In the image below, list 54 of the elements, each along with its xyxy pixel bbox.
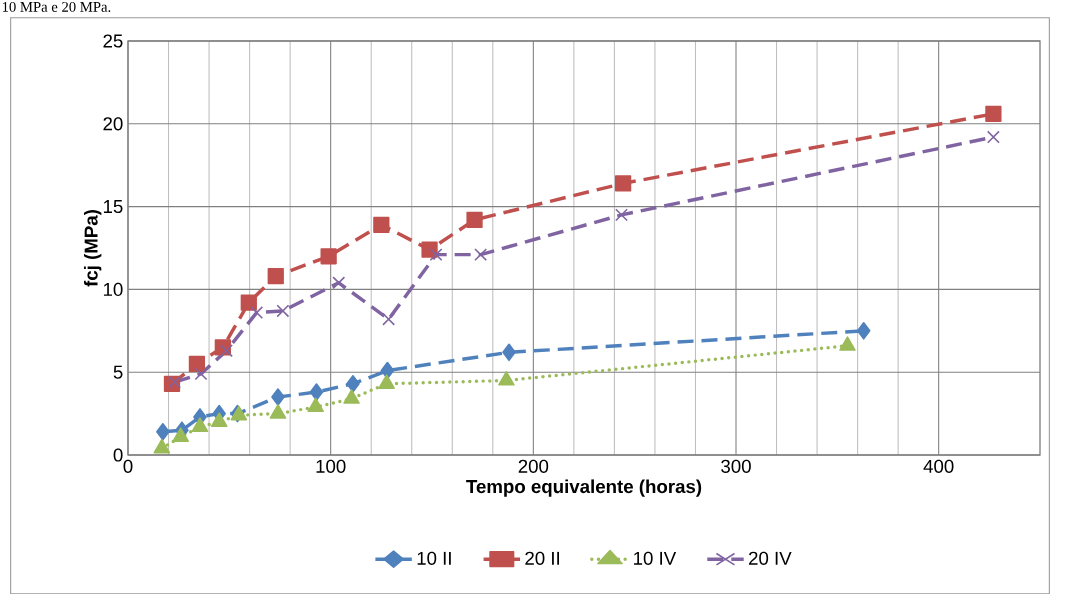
point bbox=[856, 321, 871, 340]
point bbox=[172, 427, 189, 442]
point bbox=[220, 344, 233, 358]
y-tick-label: 25 bbox=[103, 34, 123, 48]
point bbox=[474, 248, 488, 261]
legend-label: 10 IV bbox=[634, 551, 677, 565]
point bbox=[466, 211, 483, 228]
point bbox=[429, 248, 443, 261]
y-axis-title: fcj (MPa) bbox=[83, 209, 102, 287]
point bbox=[346, 374, 360, 393]
point bbox=[421, 241, 438, 258]
x-tick-label: 400 bbox=[923, 459, 954, 473]
point bbox=[320, 248, 337, 265]
x-tick-label: 200 bbox=[518, 459, 549, 473]
point bbox=[380, 361, 395, 380]
point bbox=[502, 343, 516, 362]
point bbox=[615, 208, 628, 222]
y-tick-label: 20 bbox=[103, 117, 123, 131]
point bbox=[986, 130, 1000, 144]
point bbox=[191, 417, 209, 432]
x-tick-label: 300 bbox=[721, 459, 751, 473]
point bbox=[839, 336, 856, 351]
legend-label: 20 II bbox=[525, 551, 559, 565]
point bbox=[332, 276, 346, 290]
y-tick-label: 15 bbox=[103, 200, 123, 214]
point bbox=[614, 175, 632, 192]
point bbox=[267, 267, 284, 285]
legend-label: 10 II bbox=[417, 551, 451, 565]
point bbox=[498, 370, 515, 386]
point bbox=[276, 304, 290, 318]
point bbox=[168, 375, 182, 389]
point bbox=[343, 389, 360, 404]
point bbox=[373, 216, 390, 233]
y-tick-label: 0 bbox=[113, 448, 123, 462]
x-tick-label: 100 bbox=[316, 459, 346, 473]
y-tick-label: 10 bbox=[103, 282, 123, 296]
point bbox=[307, 397, 324, 413]
point bbox=[985, 105, 1002, 122]
point bbox=[378, 374, 395, 389]
point bbox=[250, 306, 264, 319]
point bbox=[210, 412, 228, 427]
point bbox=[240, 294, 257, 311]
text: 10 MPa e 20 MPa. bbox=[2, 1, 111, 12]
x-tick-label: 0 bbox=[123, 459, 133, 473]
point bbox=[309, 383, 324, 401]
point bbox=[269, 404, 287, 419]
y-tick-label: 5 bbox=[113, 365, 123, 379]
point bbox=[156, 422, 170, 441]
point bbox=[188, 355, 206, 372]
x-axis-title: Tempo equivalente (horas) bbox=[466, 479, 702, 497]
legend-label: 20 IV bbox=[749, 551, 792, 565]
point bbox=[271, 388, 285, 406]
point bbox=[153, 438, 171, 454]
point bbox=[382, 312, 396, 326]
